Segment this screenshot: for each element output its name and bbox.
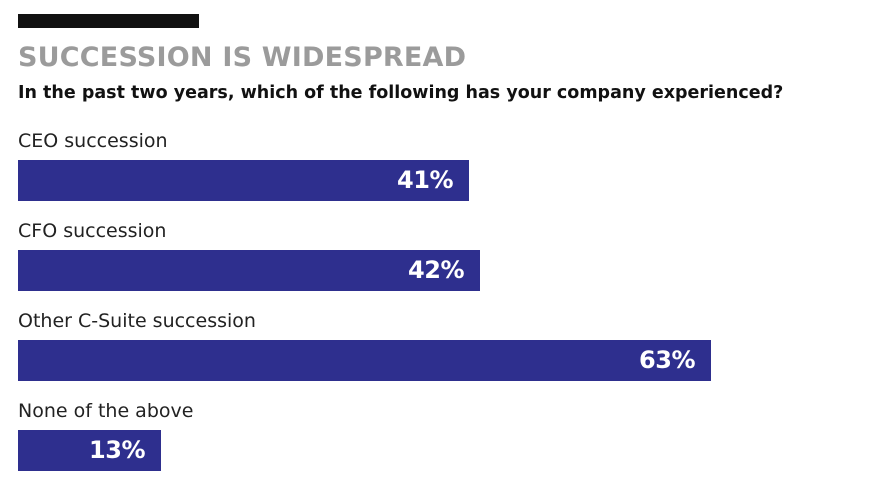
bar: 41% bbox=[18, 160, 469, 201]
bar: 42% bbox=[18, 250, 480, 291]
bar-value-label: 41% bbox=[397, 166, 453, 194]
category-label: None of the above bbox=[18, 400, 194, 422]
bar: 13% bbox=[18, 430, 161, 471]
bar-value-label: 13% bbox=[89, 436, 145, 464]
category-label: CEO succession bbox=[18, 130, 168, 152]
chart-title: SUCCESSION IS WIDESPREAD bbox=[18, 42, 467, 73]
bar-value-label: 63% bbox=[639, 346, 695, 374]
bar-value-label: 42% bbox=[408, 256, 464, 284]
bar: 63% bbox=[18, 340, 711, 381]
category-label: Other C-Suite succession bbox=[18, 310, 256, 332]
category-label: CFO succession bbox=[18, 220, 167, 242]
header-rule bbox=[18, 14, 199, 28]
chart-subtitle: In the past two years, which of the foll… bbox=[18, 83, 784, 103]
